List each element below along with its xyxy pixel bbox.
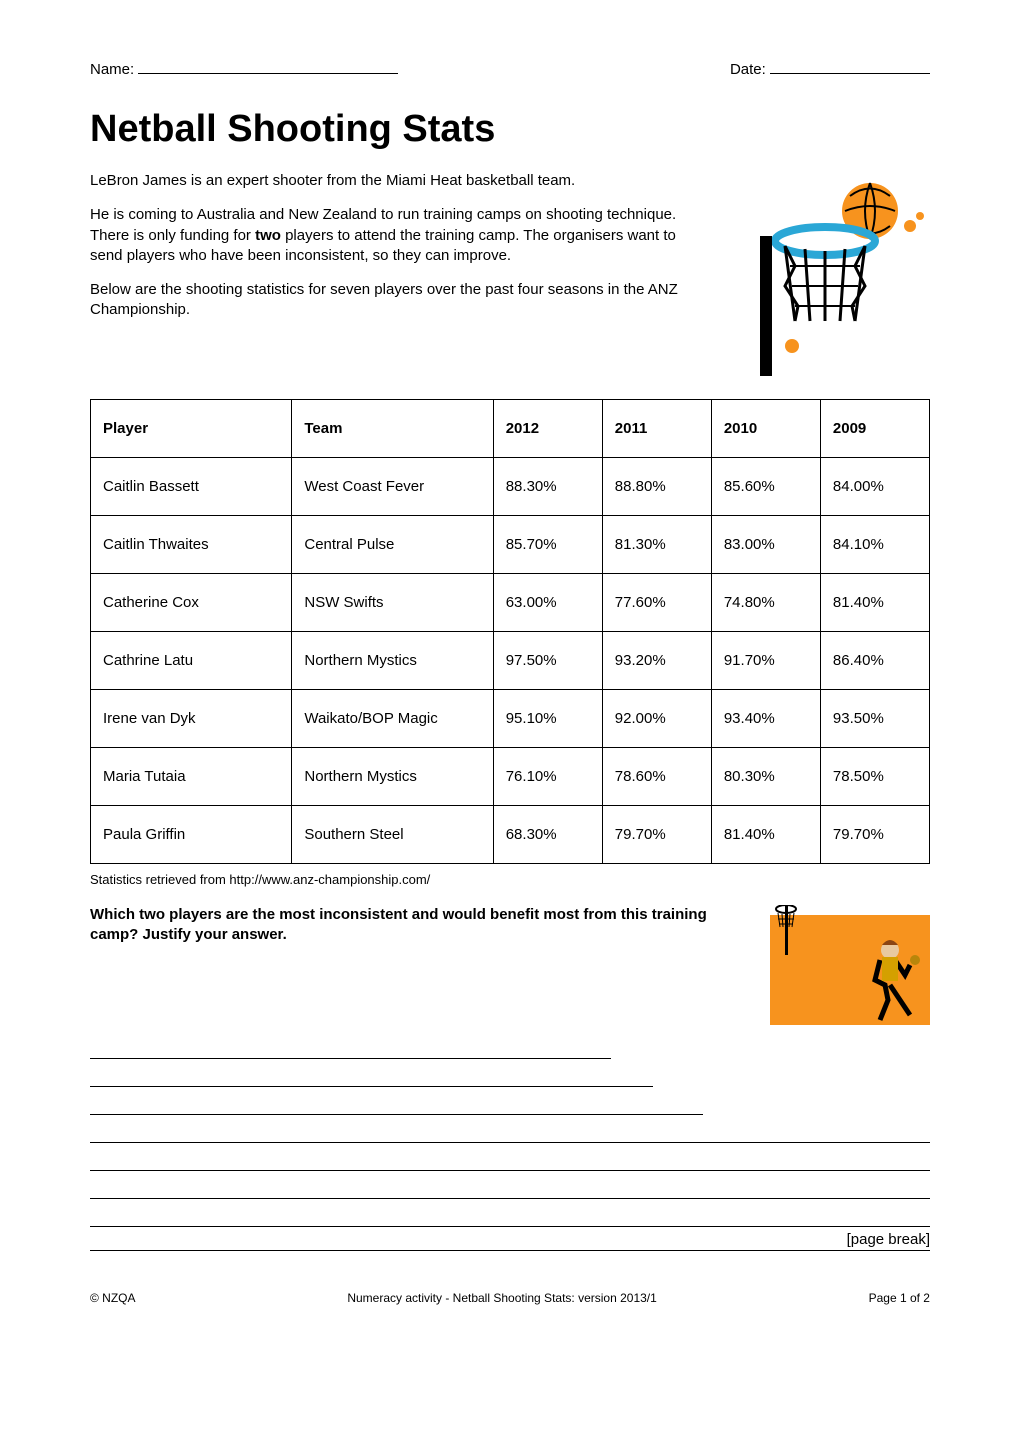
citation: Statistics retrieved from http://www.anz… <box>90 872 930 887</box>
table-cell: Northern Mystics <box>292 748 493 806</box>
table-cell: 77.60% <box>602 574 711 632</box>
below-text: Below are the shooting statistics for se… <box>90 280 700 321</box>
table-cell: 95.10% <box>493 690 602 748</box>
question-section: Which two players are the most inconsist… <box>90 905 930 1025</box>
table-cell: 81.40% <box>820 574 929 632</box>
table-cell: 93.50% <box>820 690 929 748</box>
table-cell: 68.30% <box>493 806 602 864</box>
table-cell: 63.00% <box>493 574 602 632</box>
table-cell: 81.30% <box>602 516 711 574</box>
table-cell: 97.50% <box>493 632 602 690</box>
table-cell: 93.20% <box>602 632 711 690</box>
table-cell: 80.30% <box>711 748 820 806</box>
table-cell: West Coast Fever <box>292 458 493 516</box>
table-cell: 74.80% <box>711 574 820 632</box>
col-2009: 2009 <box>820 400 929 458</box>
table-row: Paula GriffinSouthern Steel68.30%79.70%8… <box>91 806 930 864</box>
col-team: Team <box>292 400 493 458</box>
table-cell: 78.50% <box>820 748 929 806</box>
table-cell: 85.60% <box>711 458 820 516</box>
table-cell: Caitlin Bassett <box>91 458 292 516</box>
table-row: Cathrine LatuNorthern Mystics97.50%93.20… <box>91 632 930 690</box>
table-cell: Irene van Dyk <box>91 690 292 748</box>
table-cell: 92.00% <box>602 690 711 748</box>
answer-line[interactable] <box>90 1035 611 1059</box>
footer-left: © NZQA <box>90 1291 136 1305</box>
table-row: Caitlin ThwaitesCentral Pulse85.70%81.30… <box>91 516 930 574</box>
table-cell: Maria Tutaia <box>91 748 292 806</box>
netball-player-icon <box>760 905 930 1025</box>
table-cell: Caitlin Thwaites <box>91 516 292 574</box>
table-cell: Paula Griffin <box>91 806 292 864</box>
table-cell: 93.40% <box>711 690 820 748</box>
col-2010: 2010 <box>711 400 820 458</box>
table-cell: 84.10% <box>820 516 929 574</box>
table-cell: 79.70% <box>602 806 711 864</box>
table-cell: Northern Mystics <box>292 632 493 690</box>
intro-text: LeBron James is an expert shooter from t… <box>90 171 700 381</box>
intro-p1: LeBron James is an expert shooter from t… <box>90 171 700 191</box>
col-player: Player <box>91 400 292 458</box>
table-cell: 88.80% <box>602 458 711 516</box>
page-footer: © NZQA Numeracy activity - Netball Shoot… <box>90 1291 930 1305</box>
table-cell: Central Pulse <box>292 516 493 574</box>
answer-lines[interactable] <box>90 1035 930 1227</box>
date-label: Date: <box>730 61 766 78</box>
table-cell: 85.70% <box>493 516 602 574</box>
table-body: Caitlin BassettWest Coast Fever88.30%88.… <box>91 458 930 864</box>
question-text: Which two players are the most inconsist… <box>90 905 746 1025</box>
date-blank[interactable] <box>770 60 930 74</box>
table-cell: Catherine Cox <box>91 574 292 632</box>
answer-line[interactable] <box>90 1091 703 1115</box>
table-cell: Cathrine Latu <box>91 632 292 690</box>
table-cell: 84.00% <box>820 458 929 516</box>
table-cell: Waikato/BOP Magic <box>292 690 493 748</box>
table-row: Catherine CoxNSW Swifts63.00%77.60%74.80… <box>91 574 930 632</box>
answer-line[interactable] <box>90 1119 930 1143</box>
page-title: Netball Shooting Stats <box>90 108 930 151</box>
footer-center: Numeracy activity - Netball Shooting Sta… <box>347 1291 656 1305</box>
table-cell: 86.40% <box>820 632 929 690</box>
table-cell: 88.30% <box>493 458 602 516</box>
answer-line[interactable] <box>90 1147 930 1171</box>
table-cell: 76.10% <box>493 748 602 806</box>
answer-line[interactable] <box>90 1203 930 1227</box>
netball-hoop-icon <box>720 171 930 381</box>
intro-p2: He is coming to Australia and New Zealan… <box>90 205 700 266</box>
footer-right: Page 1 of 2 <box>869 1291 930 1305</box>
table-cell: 81.40% <box>711 806 820 864</box>
table-cell: 78.60% <box>602 748 711 806</box>
table-cell: 79.70% <box>820 806 929 864</box>
table-cell: NSW Swifts <box>292 574 493 632</box>
table-cell: Southern Steel <box>292 806 493 864</box>
table-row: Caitlin BassettWest Coast Fever88.30%88.… <box>91 458 930 516</box>
table-cell: 91.70% <box>711 632 820 690</box>
answer-line[interactable] <box>90 1175 930 1199</box>
name-blank[interactable] <box>138 60 398 74</box>
table-row: Maria TutaiaNorthern Mystics76.10%78.60%… <box>91 748 930 806</box>
table-row: Irene van DykWaikato/BOP Magic95.10%92.0… <box>91 690 930 748</box>
intro-section: LeBron James is an expert shooter from t… <box>90 171 930 381</box>
page-break-marker: [page break] <box>90 1231 930 1251</box>
stats-table: Player Team 2012 2011 2010 2009 Caitlin … <box>90 399 930 864</box>
date-field[interactable]: Date: <box>730 60 930 78</box>
name-label: Name: <box>90 61 134 78</box>
col-2012: 2012 <box>493 400 602 458</box>
name-field[interactable]: Name: <box>90 60 398 78</box>
table-header-row: Player Team 2012 2011 2010 2009 <box>91 400 930 458</box>
answer-line[interactable] <box>90 1063 653 1087</box>
worksheet-header: Name: Date: <box>90 60 930 78</box>
table-cell: 83.00% <box>711 516 820 574</box>
col-2011: 2011 <box>602 400 711 458</box>
